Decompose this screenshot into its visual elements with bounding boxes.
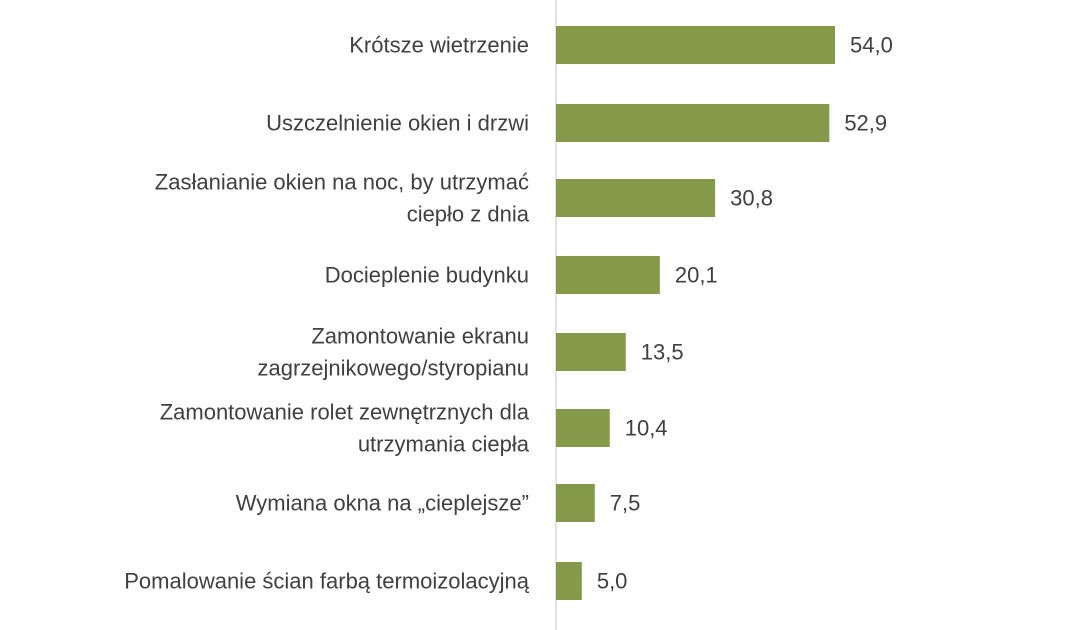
category-label-2-line-0: Zasłanianie okien na noc, by utrzymać xyxy=(155,170,529,195)
bar-6 xyxy=(556,484,595,522)
category-label-0-line-0: Krótsze wietrzenie xyxy=(349,33,529,58)
value-label-1: 52,9 xyxy=(844,111,887,136)
category-label-4-line-1: zagrzejnikowego/styropianu xyxy=(258,356,530,381)
bar-2 xyxy=(556,179,716,217)
category-label-6-line-0: Wymiana okna na „cieplejsze” xyxy=(236,491,529,516)
value-label-7: 5,0 xyxy=(597,569,628,594)
value-label-4: 13,5 xyxy=(641,340,684,365)
bar-series xyxy=(556,26,835,600)
category-label-1: Uszczelnienie okien i drzwi xyxy=(266,111,529,136)
bar-7 xyxy=(556,562,582,600)
bar-5 xyxy=(556,409,610,447)
category-label-2: Zasłanianie okien na noc, by utrzymać cie… xyxy=(155,170,530,227)
bar-4 xyxy=(556,333,626,371)
category-label-7-line-0: Pomalowanie ścian farbą termoizolacyjną xyxy=(124,569,530,594)
category-label-7: Pomalowanie ścian farbą termoizolacyjną xyxy=(124,569,530,594)
category-label-6: Wymiana okna na „cieplejsze” xyxy=(236,491,529,516)
value-label-6: 7,5 xyxy=(610,491,641,516)
bar-0 xyxy=(556,26,835,64)
bar-1 xyxy=(556,104,830,142)
category-label-4-line-0: Zamontowanie ekranu xyxy=(311,324,529,349)
category-label-5-line-0: Zamontowanie rolet zewnętrznych dla xyxy=(160,400,530,425)
category-label-1-line-0: Uszczelnienie okien i drzwi xyxy=(266,111,529,136)
category-label-5-line-1: utrzymania ciepła xyxy=(358,432,530,457)
value-label-3: 20,1 xyxy=(675,263,718,288)
category-labels: Krótsze wietrzenie Uszczelnienie okien i … xyxy=(124,33,530,594)
bar-3 xyxy=(556,256,660,294)
value-label-2: 30,8 xyxy=(730,186,773,211)
category-label-4: Zamontowanie ekranu zagrzejnikowego/styro… xyxy=(258,324,530,381)
category-label-0: Krótsze wietrzenie xyxy=(349,33,529,58)
value-label-5: 10,4 xyxy=(625,416,668,441)
category-label-3-line-0: Docieplenie budynku xyxy=(325,263,529,288)
category-label-2-line-1: ciepło z dnia xyxy=(407,202,530,227)
value-label-0: 54,0 xyxy=(850,33,893,58)
category-label-3: Docieplenie budynku xyxy=(325,263,529,288)
data-labels: 54,0 52,9 30,8 20,1 13,5 10,4 7,5 5,0 xyxy=(597,33,893,594)
category-label-5: Zamontowanie rolet zewnętrznych dla utrzy… xyxy=(160,400,530,457)
